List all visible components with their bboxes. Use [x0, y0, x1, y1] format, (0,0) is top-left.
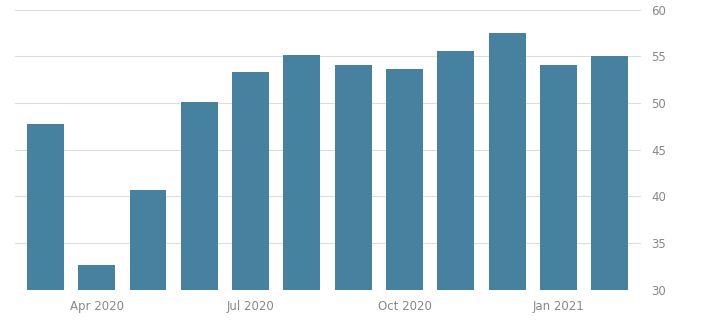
- Bar: [130, 190, 167, 290]
- Bar: [78, 265, 115, 290]
- Bar: [386, 69, 423, 290]
- Bar: [438, 51, 475, 290]
- Bar: [27, 124, 64, 290]
- Bar: [232, 72, 269, 290]
- Bar: [591, 56, 628, 290]
- Bar: [335, 65, 372, 290]
- Bar: [181, 102, 218, 290]
- Bar: [283, 55, 320, 290]
- Bar: [540, 65, 577, 290]
- Bar: [488, 33, 526, 290]
